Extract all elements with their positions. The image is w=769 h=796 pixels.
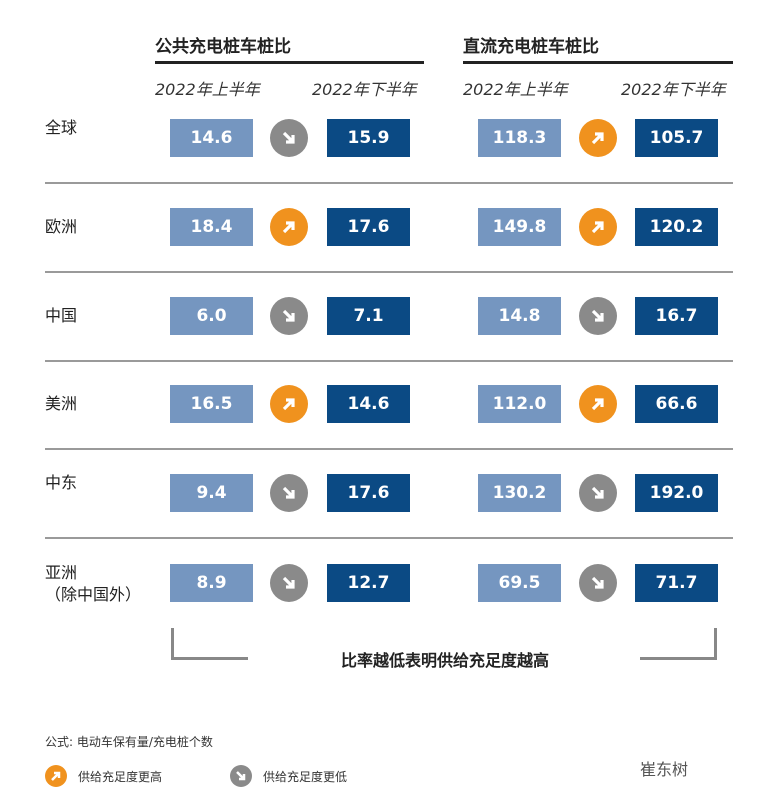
- arrow-down-right-icon: [270, 297, 308, 335]
- value-cell: 18.4: [170, 208, 253, 246]
- column-header: 2022年下半年: [621, 80, 726, 99]
- bracket-left: [171, 657, 248, 660]
- formula: 公式: 电动车保有量/充电桩个数: [45, 735, 213, 749]
- column-header: 2022年上半年: [463, 80, 568, 99]
- row-divider: [45, 537, 733, 539]
- legend-lower: 供给充足度更低: [263, 770, 348, 784]
- value-cell: 7.1: [327, 297, 410, 335]
- arrow-up-right-icon: [579, 119, 617, 157]
- value-cell: 149.8: [478, 208, 561, 246]
- value-cell: 71.7: [635, 564, 718, 602]
- value-cell: 15.9: [327, 119, 410, 157]
- group-underline: [155, 61, 424, 64]
- arrow-up-right-icon: [270, 385, 308, 423]
- value-cell: 14.8: [478, 297, 561, 335]
- value-cell: 118.3: [478, 119, 561, 157]
- group-title-public: 公共充电桩车桩比: [155, 37, 291, 57]
- arrow-down-right-icon: [270, 564, 308, 602]
- value-cell: 6.0: [170, 297, 253, 335]
- row-label-line: 欧洲: [45, 217, 78, 236]
- arrow-down-right-icon: [579, 297, 617, 335]
- arrow-down-right-icon: [579, 564, 617, 602]
- row-divider: [45, 271, 733, 273]
- value-cell: 14.6: [327, 385, 410, 423]
- row-label: 欧洲: [45, 216, 77, 238]
- arrow-up-right-icon: [270, 208, 308, 246]
- arrow-up-right-icon: [579, 208, 617, 246]
- value-cell: 12.7: [327, 564, 410, 602]
- row-divider: [45, 360, 733, 362]
- value-cell: 8.9: [170, 564, 253, 602]
- arrow-down-right-icon: [230, 765, 252, 787]
- arrow-up-right-icon: [579, 385, 617, 423]
- value-cell: 112.0: [478, 385, 561, 423]
- arrow-down-right-icon: [579, 474, 617, 512]
- arrow-up-right-icon: [45, 765, 67, 787]
- bracket-right: [640, 657, 717, 660]
- row-label-line: 美洲: [45, 394, 78, 413]
- value-cell: 120.2: [635, 208, 718, 246]
- value-cell: 16.7: [635, 297, 718, 335]
- group-title-dc: 直流充电桩车桩比: [463, 37, 599, 57]
- value-cell: 17.6: [327, 208, 410, 246]
- row-label-line: （除中国外）: [45, 585, 142, 604]
- row-label: 中东: [45, 472, 77, 494]
- value-cell: 66.6: [635, 385, 718, 423]
- value-cell: 130.2: [478, 474, 561, 512]
- row-label: 全球: [45, 117, 77, 139]
- note: 比率越低表明供给充足度越高: [340, 651, 549, 670]
- arrow-down-right-icon: [270, 119, 308, 157]
- value-cell: 14.6: [170, 119, 253, 157]
- value-cell: 16.5: [170, 385, 253, 423]
- row-label-line: 中国: [45, 306, 78, 325]
- watermark: 崔东树: [640, 760, 689, 779]
- row-divider: [45, 448, 733, 450]
- bracket-left: [171, 628, 174, 660]
- arrow-down-right-icon: [270, 474, 308, 512]
- row-label: 美洲: [45, 393, 77, 415]
- value-cell: 9.4: [170, 474, 253, 512]
- value-cell: 105.7: [635, 119, 718, 157]
- row-label-line: 全球: [45, 118, 78, 137]
- value-cell: 69.5: [478, 564, 561, 602]
- column-header: 2022年上半年: [155, 80, 260, 99]
- row-divider: [45, 182, 733, 184]
- row-label: 中国: [45, 305, 77, 327]
- row-label: 亚洲 （除中国外）: [45, 562, 141, 606]
- row-label-line: 中东: [45, 473, 78, 492]
- value-cell: 17.6: [327, 474, 410, 512]
- bracket-right: [714, 628, 717, 660]
- group-underline: [463, 61, 733, 64]
- column-header: 2022年下半年: [312, 80, 417, 99]
- value-cell: 192.0: [635, 474, 718, 512]
- legend-higher: 供给充足度更高: [78, 770, 163, 784]
- row-label-line: 亚洲: [45, 563, 78, 582]
